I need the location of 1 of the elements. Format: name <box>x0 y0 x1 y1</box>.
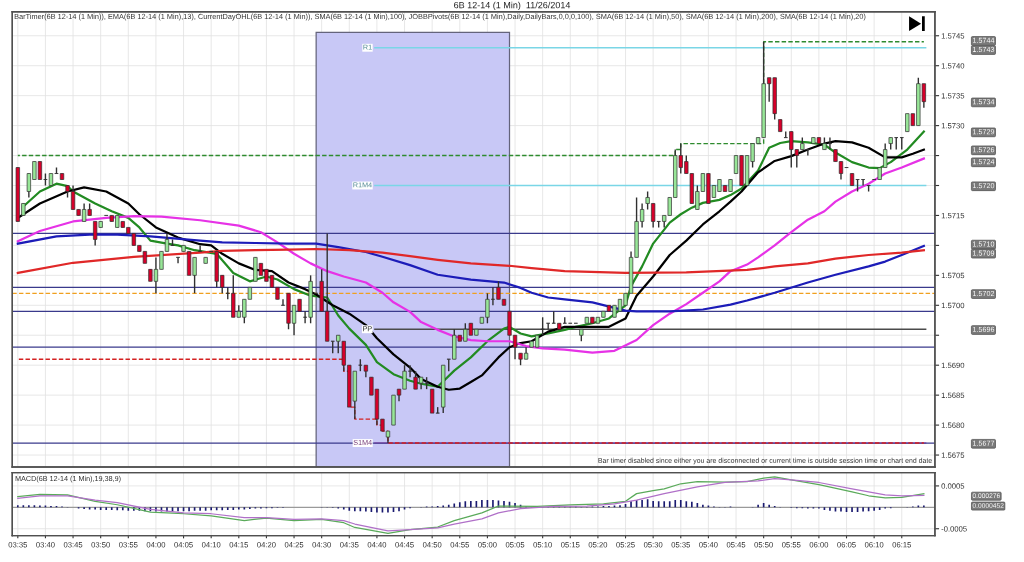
chart-title: 6B 12-14 (1 Min) 11/26/2014 <box>454 1 571 11</box>
